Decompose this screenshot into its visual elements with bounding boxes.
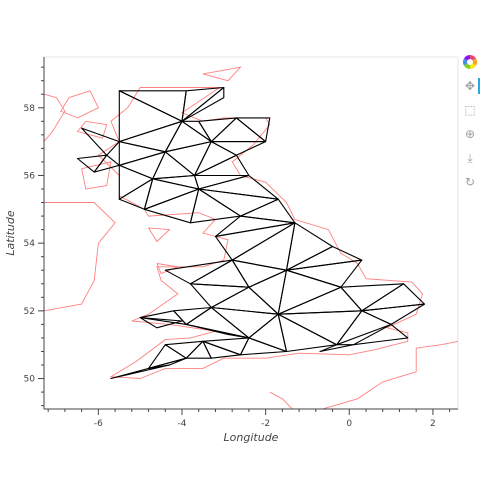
x-tick-label: 2 — [430, 419, 436, 429]
mesh-triangle — [185, 340, 212, 359]
y-axis: 50 52 54 56 58 — [24, 57, 45, 409]
mesh-triangle — [76, 154, 108, 173]
mesh-triangle — [139, 310, 187, 325]
y-tick-label: 52 — [24, 307, 35, 317]
x-tick-label: -6 — [94, 419, 103, 429]
wheel-zoom-tool-button[interactable]: ⊕ — [462, 126, 478, 142]
x-axis-title: Longitude — [224, 431, 279, 444]
y-tick-label: 50 — [24, 375, 36, 385]
mesh-triangle — [352, 323, 409, 346]
reset-tool-icon: ↻ — [464, 175, 476, 189]
coastline-path — [97, 87, 424, 379]
mesh-triangle — [189, 188, 242, 224]
pan-tool-icon: ✥ — [464, 79, 476, 93]
save-tool-icon: ⤓ — [467, 150, 473, 165]
coastline-path — [44, 93, 66, 142]
coastline-path — [44, 202, 116, 312]
coastline-path — [269, 340, 458, 409]
box-zoom-tool-icon: ⬚ — [464, 103, 476, 117]
mesh-triangle — [81, 127, 120, 156]
y-tick-label: 56 — [24, 171, 36, 181]
coastline-path — [60, 90, 100, 119]
mesh-triangle — [319, 344, 355, 353]
mesh-triangle — [336, 310, 392, 346]
y-tick-label: 54 — [24, 239, 36, 249]
x-tick-label: -2 — [261, 419, 270, 429]
y-tick-label: 58 — [24, 104, 36, 114]
mesh-triangle — [147, 357, 187, 369]
save-tool-button[interactable]: ⤓ — [462, 150, 478, 166]
mesh-triangle — [139, 317, 183, 329]
reset-tool-button[interactable]: ↻ — [462, 174, 478, 190]
x-tick-label: -4 — [178, 419, 187, 429]
plot-toolbar: ✥ ⬚ ⊕ ⤓ ↻ — [460, 54, 480, 194]
coastline-layer — [44, 66, 458, 409]
wheel-zoom-tool-icon: ⊕ — [464, 127, 476, 141]
mesh-triangle — [185, 323, 250, 339]
coastline-path — [148, 227, 171, 243]
x-tick-label: 0 — [346, 419, 352, 429]
plot-frame — [43, 56, 459, 410]
coastline-path — [81, 161, 112, 190]
mesh-triangle — [181, 86, 225, 122]
pan-tool-button[interactable]: ✥ — [462, 78, 480, 94]
coastline-path — [156, 263, 180, 275]
coastline-path — [76, 120, 108, 139]
y-axis-title: Latitude — [4, 210, 17, 256]
coastline-path — [202, 66, 242, 82]
bokeh-logo-icon — [463, 55, 477, 69]
mesh-layer — [76, 86, 426, 380]
x-axis: -6 -4 -2 0 2 — [44, 408, 458, 429]
box-zoom-tool-button[interactable]: ⬚ — [462, 102, 478, 118]
